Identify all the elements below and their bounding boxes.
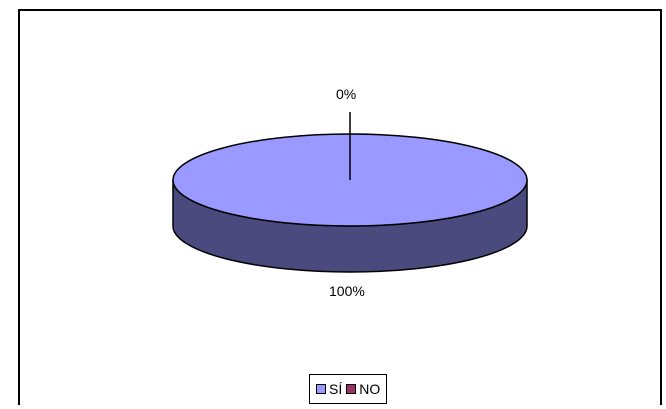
data-label-no: 0% [336, 86, 357, 102]
legend-entry-si: SÍ [316, 381, 342, 397]
data-label-si: 100% [329, 283, 365, 299]
legend-label-no: NO [359, 381, 381, 397]
legend-swatch-si [316, 384, 326, 394]
legend: SÍ NO [309, 374, 388, 404]
legend-swatch-no [346, 384, 357, 394]
legend-entry-no: NO [346, 381, 380, 397]
legend-label-si: SÍ [329, 381, 343, 397]
